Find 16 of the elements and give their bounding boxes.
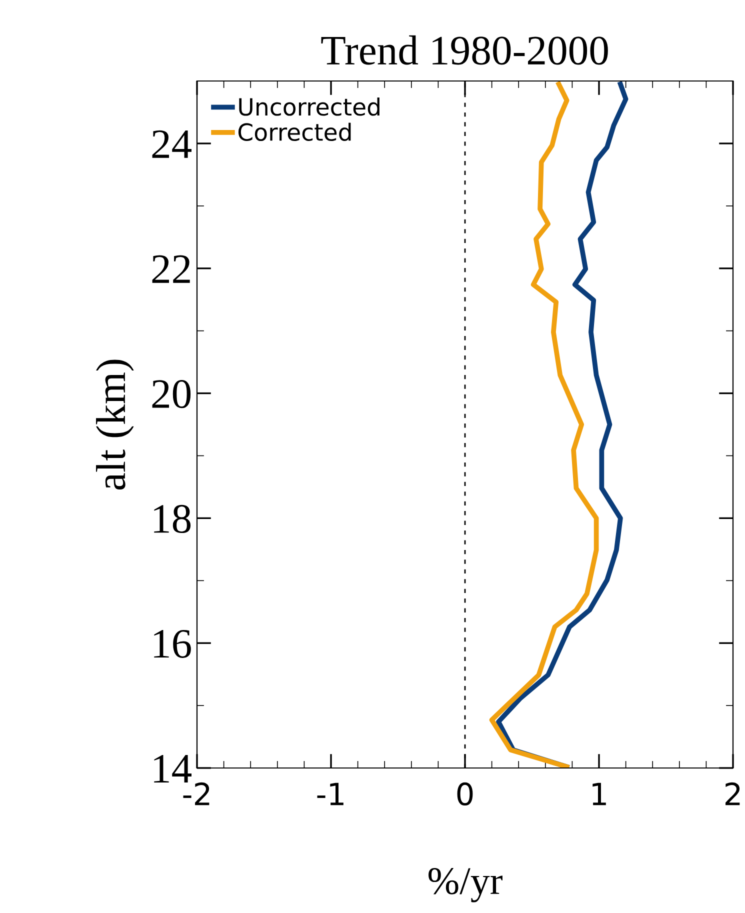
y-tick-label: 16 — [154, 630, 191, 658]
chart-title: Trend 1980-2000 — [321, 35, 608, 65]
x-tick-label: -1 — [317, 782, 344, 806]
y-tick-label: 14 — [154, 754, 192, 782]
legend-label: Uncorrected — [239, 98, 380, 116]
legend-label: Corrected — [238, 122, 351, 142]
x-tick-label: 0 — [457, 782, 473, 806]
x-tick-label: -2 — [183, 782, 210, 806]
y-tick-label: 20 — [152, 380, 191, 408]
y-tick-label: 22 — [152, 255, 190, 283]
x-axis-title: %/yr — [428, 868, 502, 902]
y-tick-label: 24 — [152, 130, 192, 158]
y-axis-title: alt (km) — [96, 360, 134, 490]
x-tick-label: 1 — [592, 782, 606, 806]
y-tick-label: 18 — [154, 504, 191, 534]
x-tick-label: 2 — [726, 782, 740, 806]
